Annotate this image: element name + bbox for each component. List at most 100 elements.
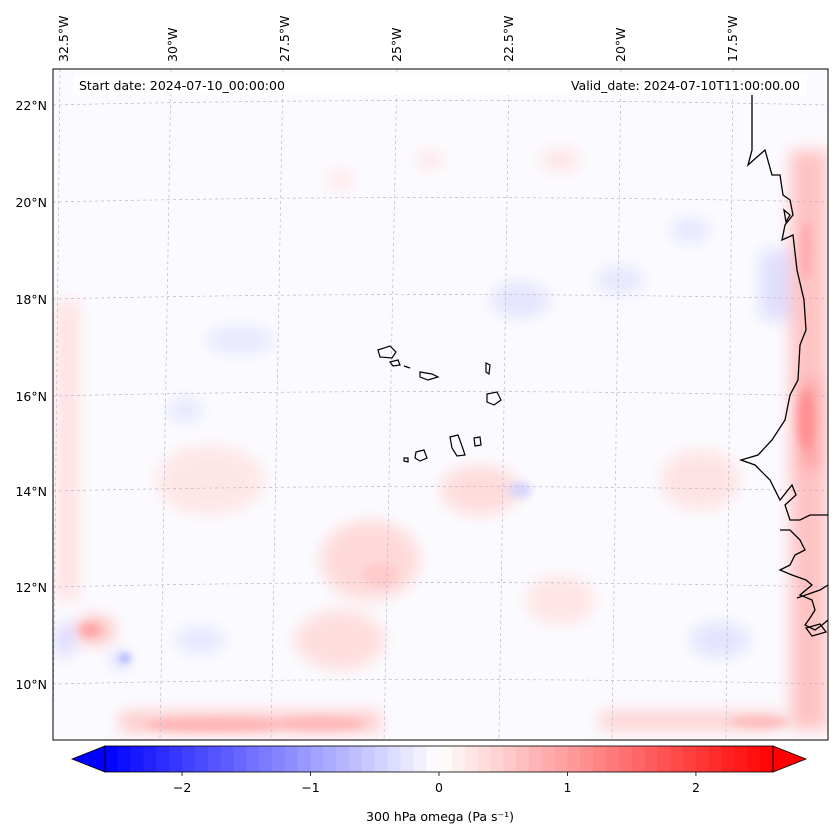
colorbar-segment <box>695 746 710 772</box>
colorbar-segment <box>349 746 363 772</box>
colorbar-segment <box>477 746 491 772</box>
sal <box>485 362 491 376</box>
santa-luzia <box>403 365 411 369</box>
senegal-gambia <box>778 529 828 631</box>
colorbar-segment <box>207 746 222 772</box>
colorbar-segment <box>503 746 517 772</box>
colorbar-segment <box>683 746 697 772</box>
colorbar-extend-min <box>70 745 106 773</box>
map-area <box>53 69 828 740</box>
colorbar-tick-label: 0 <box>435 780 443 795</box>
colorbar-segment <box>169 746 183 772</box>
lat-label-12n: 12°N <box>15 580 47 595</box>
colorbar-segment <box>220 746 234 772</box>
lat-label-14n: 14°N <box>15 484 47 499</box>
colorbar-segment <box>464 746 478 772</box>
lat-label-10n: 10°N <box>15 677 47 692</box>
colorbar-segment <box>490 746 504 772</box>
parallel-16n <box>53 391 828 397</box>
colorbar-label: 300 hPa omega (Pa s⁻¹) <box>366 809 514 824</box>
lon-label-20w: 20°W <box>613 27 628 62</box>
meridian-30w <box>159 69 172 740</box>
colorbar: −2 −1 0 1 2 300 hPa omega (Pa s⁻¹) <box>70 745 808 824</box>
colorbar-segment <box>451 746 466 772</box>
colorbar-segments <box>105 746 774 772</box>
colorbar-segment <box>541 746 556 772</box>
colorbar-segment <box>272 746 286 772</box>
colorbar-ticks: −2 −1 0 1 2 <box>173 772 700 795</box>
maio <box>473 436 482 447</box>
colorbar-segment <box>143 746 157 772</box>
colorbar-tick-label: −2 <box>173 780 191 795</box>
parallel-20n <box>53 197 828 203</box>
lon-label-32-5w: 32.5°W <box>56 16 71 62</box>
sao-nicolau <box>419 371 440 381</box>
lon-label-22-5w: 22.5°W <box>501 16 516 62</box>
parallel-10n <box>53 679 828 685</box>
colorbar-segment <box>567 746 581 772</box>
meridian-20w <box>611 69 622 740</box>
colorbar-segment <box>721 746 735 772</box>
colorbar-segment <box>644 746 658 772</box>
omega-field-detail <box>80 220 814 732</box>
bijagos <box>804 623 828 637</box>
colorbar-tick-label: 2 <box>692 780 700 795</box>
colorbar-segment <box>426 746 440 772</box>
colorbar-segment <box>194 746 209 772</box>
latitude-labels: 22°N 20°N 18°N 16°N 14°N 12°N 10°N <box>15 98 47 692</box>
omega-field <box>55 148 828 732</box>
colorbar-segment <box>618 746 633 772</box>
lat-label-18n: 18°N <box>15 292 47 307</box>
lat-label-20n: 20°N <box>15 195 47 210</box>
brava <box>403 457 409 463</box>
start-date-label: Start date: 2024-07-10_00:00:00 <box>79 78 285 93</box>
colorbar-segment <box>747 746 761 772</box>
colorbar-segment <box>760 746 774 772</box>
colorbar-segment <box>439 746 453 772</box>
parallel-14n <box>53 486 828 492</box>
colorbar-segment <box>156 746 170 772</box>
boa-vista <box>486 391 502 406</box>
colorbar-segment <box>182 746 196 772</box>
colorbar-segment <box>310 746 324 772</box>
colorbar-segment <box>606 746 620 772</box>
santo-antao <box>377 345 397 359</box>
colorbar-segment <box>387 746 401 772</box>
map-frame <box>52 68 829 741</box>
parallel-12n <box>53 582 828 588</box>
graticule <box>53 69 828 740</box>
lat-label-22n: 22°N <box>15 98 47 113</box>
sao-vicente <box>388 359 401 367</box>
colorbar-segment <box>246 746 260 772</box>
africa-coast <box>738 95 828 521</box>
colorbar-segment <box>528 746 543 772</box>
lon-label-30w: 30°W <box>165 27 180 62</box>
colorbar-segment <box>130 746 144 772</box>
colorbar-segment <box>670 746 684 772</box>
colorbar-segment <box>233 746 247 772</box>
colorbar-tick-label: −1 <box>301 780 319 795</box>
colorbar-segment <box>297 746 311 772</box>
fogo <box>414 449 428 462</box>
meridian-17-5w <box>725 69 734 740</box>
lon-label-25w: 25°W <box>389 27 404 62</box>
colorbar-segment <box>361 746 376 772</box>
colorbar-extend-max <box>772 745 808 773</box>
colorbar-segment <box>580 746 594 772</box>
lon-label-27-5w: 27.5°W <box>277 16 292 62</box>
coastline <box>738 95 828 637</box>
colorbar-segment <box>259 746 273 772</box>
meridian-27-5w <box>270 69 284 740</box>
guinea-bissau <box>796 584 828 599</box>
colorbar-segment <box>336 746 350 772</box>
colorbar-segment <box>117 746 132 772</box>
colorbar-segment <box>708 746 723 772</box>
colorbar-segment <box>374 746 389 772</box>
colorbar-segment <box>400 746 414 772</box>
cape-verde-islands <box>377 345 502 463</box>
parallel-18n <box>53 294 828 300</box>
colorbar-segment <box>657 746 671 772</box>
meridian-32-5w <box>53 69 61 740</box>
colorbar-segment <box>284 746 299 772</box>
